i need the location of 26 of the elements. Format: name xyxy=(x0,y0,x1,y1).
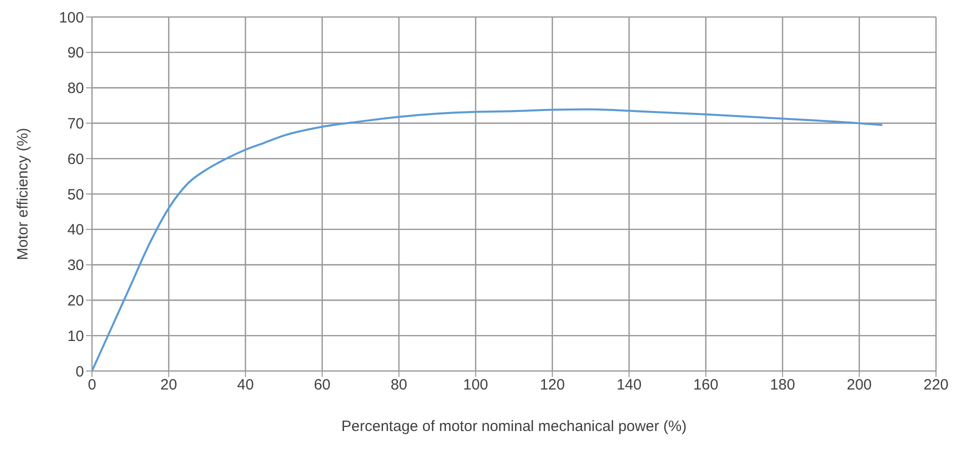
x-tick-label: 80 xyxy=(390,376,408,394)
x-tick-label: 220 xyxy=(923,376,949,394)
y-tick-label: 100 xyxy=(58,9,84,26)
y-tick-label: 70 xyxy=(67,116,84,133)
y-axis-title: Motor efficiency (%) xyxy=(14,128,32,260)
x-tick-label: 200 xyxy=(846,376,872,394)
x-tick-label: 140 xyxy=(616,376,642,394)
y-tick-label: 30 xyxy=(67,257,84,274)
y-tick-label: 10 xyxy=(67,328,84,345)
y-tick-label: 90 xyxy=(67,44,84,62)
x-tick-label: 40 xyxy=(237,376,254,394)
x-tick-label: 0 xyxy=(88,376,96,394)
x-tick-label: 160 xyxy=(693,376,718,394)
y-tick-label: 0 xyxy=(76,363,84,380)
line-series xyxy=(92,108,884,371)
y-tick-label: 50 xyxy=(67,186,84,204)
y-tick-label: 20 xyxy=(67,292,84,310)
x-tick-label: 60 xyxy=(314,376,331,394)
x-tick-label: 180 xyxy=(770,376,796,394)
x-tick-label: 20 xyxy=(160,376,178,394)
x-tick-label: 120 xyxy=(540,376,565,394)
x-axis-title: Percentage of motor nominal mechanical power (%) xyxy=(341,418,687,435)
y-tick-label: 80 xyxy=(67,80,84,98)
y-tick-label: 60 xyxy=(67,150,84,168)
y-tick-label: 40 xyxy=(67,222,84,239)
x-tick-label: 100 xyxy=(463,376,488,394)
